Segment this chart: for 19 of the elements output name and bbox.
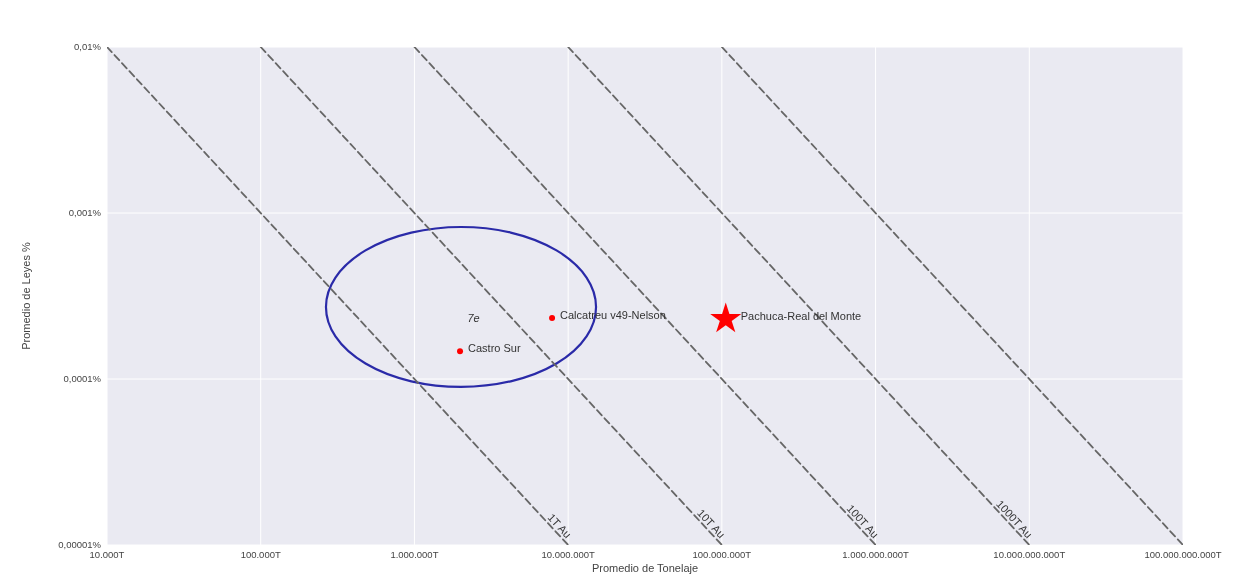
x-tick-label: 10.000.000.000T — [993, 549, 1066, 560]
y-tick-label: 0,01% — [74, 41, 102, 53]
y-tick-label: 0,001% — [68, 207, 102, 219]
series-label: Pachuca-Real del Monte — [740, 310, 862, 323]
x-tick-label: 1.000.000.000T — [842, 549, 910, 560]
annotation: 7e — [467, 312, 480, 325]
x-tick-label: 100.000.000.000T — [1144, 549, 1222, 560]
x-axis-title: Promedio de Tonelaje — [591, 562, 699, 574]
series-label: Castro Sur — [468, 342, 521, 355]
x-tick-label: 10.000.000T — [541, 549, 596, 560]
y-tick-label: 0,00001% — [58, 539, 102, 551]
x-tick-label: 10.000T — [89, 549, 125, 560]
text: 1T Au — [545, 511, 574, 541]
x-tick-label: 1.000.000T — [390, 549, 439, 560]
y-axis-title: Promedio de Leyes % — [20, 241, 32, 350]
text: 10T Au — [695, 506, 728, 541]
x-tick-label: 100.000T — [240, 549, 281, 560]
x-tick-label: 100.000.000T — [692, 549, 752, 560]
y-tick-label: 0,0001% — [63, 373, 102, 385]
